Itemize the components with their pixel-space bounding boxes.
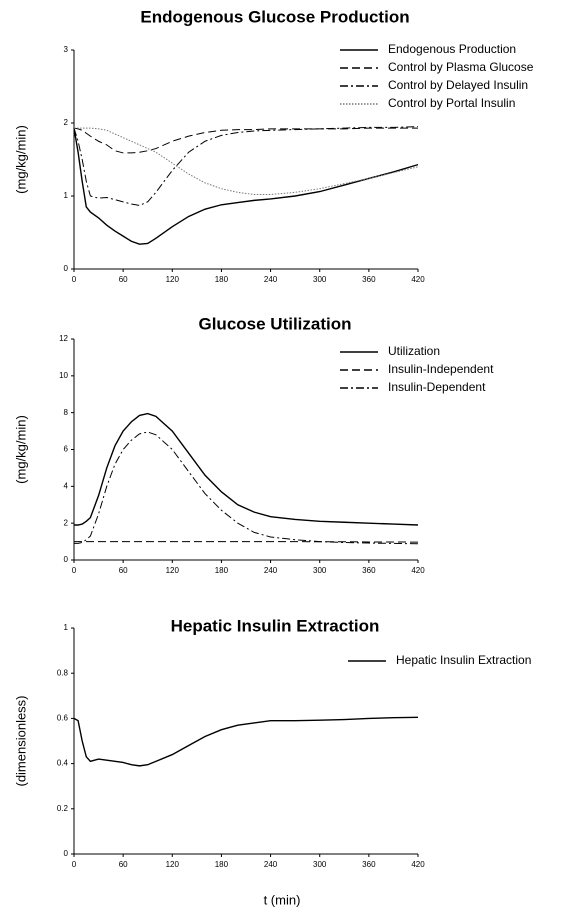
y-tick-label: 0.8 <box>57 668 69 677</box>
x-tick-label: 120 <box>166 566 180 575</box>
series-line <box>73 127 418 154</box>
x-tick-label: 240 <box>264 860 278 869</box>
x-tick-label: 60 <box>119 860 128 869</box>
series-line <box>73 716 419 767</box>
x-tick-label: 0 <box>72 566 77 575</box>
y-tick-label: 2 <box>64 118 69 127</box>
x-tick-label: 360 <box>362 860 376 869</box>
y-axis-label: (mg/kg/min) <box>13 125 28 194</box>
legend-label: Control by Plasma Glucose <box>388 60 534 74</box>
x-tick-label: 300 <box>313 566 327 575</box>
x-tick-label: 360 <box>362 275 376 284</box>
x-axis-label: t (min) <box>264 892 301 907</box>
y-tick-label: 6 <box>64 445 69 454</box>
x-tick-label: 0 <box>72 860 77 869</box>
x-tick-label: 180 <box>215 860 229 869</box>
x-tick-label: 360 <box>362 566 376 575</box>
chart-title: Hepatic Insulin Extraction <box>171 616 380 635</box>
x-tick-label: 180 <box>215 566 229 575</box>
y-tick-label: 0 <box>64 264 69 273</box>
x-tick-label: 420 <box>411 275 425 284</box>
x-tick-label: 300 <box>313 275 327 284</box>
y-tick-label: 0.6 <box>57 714 69 723</box>
y-tick-label: 4 <box>64 481 69 490</box>
chart-title: Endogenous Glucose Production <box>140 7 409 26</box>
legend-label: Hepatic Insulin Extraction <box>396 653 531 667</box>
legend-label: Utilization <box>388 344 440 358</box>
y-axis-label: (dimensionless) <box>13 695 28 786</box>
series-line <box>73 126 419 207</box>
legend-label: Control by Portal Insulin <box>388 96 515 110</box>
y-tick-label: 0 <box>64 849 69 858</box>
x-tick-label: 420 <box>411 566 425 575</box>
y-tick-label: 1 <box>64 623 69 632</box>
x-tick-label: 60 <box>119 275 128 284</box>
y-tick-label: 0.4 <box>57 759 69 768</box>
y-tick-label: 2 <box>64 518 69 527</box>
y-tick-label: 0 <box>64 555 69 564</box>
series-line <box>74 412 419 526</box>
x-tick-label: 60 <box>119 566 128 575</box>
legend-label: Insulin-Dependent <box>388 380 486 394</box>
x-tick-label: 240 <box>264 566 278 575</box>
x-tick-label: 120 <box>166 860 180 869</box>
series-line <box>74 127 419 196</box>
chart-title: Glucose Utilization <box>198 314 351 333</box>
x-tick-label: 180 <box>215 275 229 284</box>
x-tick-label: 300 <box>313 860 327 869</box>
y-tick-label: 12 <box>59 334 68 343</box>
y-tick-label: 0.2 <box>57 804 69 813</box>
y-tick-label: 3 <box>64 45 69 54</box>
x-tick-label: 420 <box>411 860 425 869</box>
legend-label: Insulin-Independent <box>388 362 494 376</box>
series-line <box>73 127 419 245</box>
y-tick-label: 10 <box>59 371 68 380</box>
series-line <box>74 431 419 545</box>
y-tick-label: 1 <box>64 191 69 200</box>
y-axis-label: (mg/kg/min) <box>13 415 28 484</box>
series-line <box>74 541 419 543</box>
x-tick-label: 120 <box>166 275 180 284</box>
x-tick-label: 240 <box>264 275 278 284</box>
legend-label: Endogenous Production <box>388 42 516 56</box>
x-tick-label: 0 <box>72 275 77 284</box>
y-tick-label: 8 <box>64 408 69 417</box>
legend-label: Control by Delayed Insulin <box>388 78 528 92</box>
